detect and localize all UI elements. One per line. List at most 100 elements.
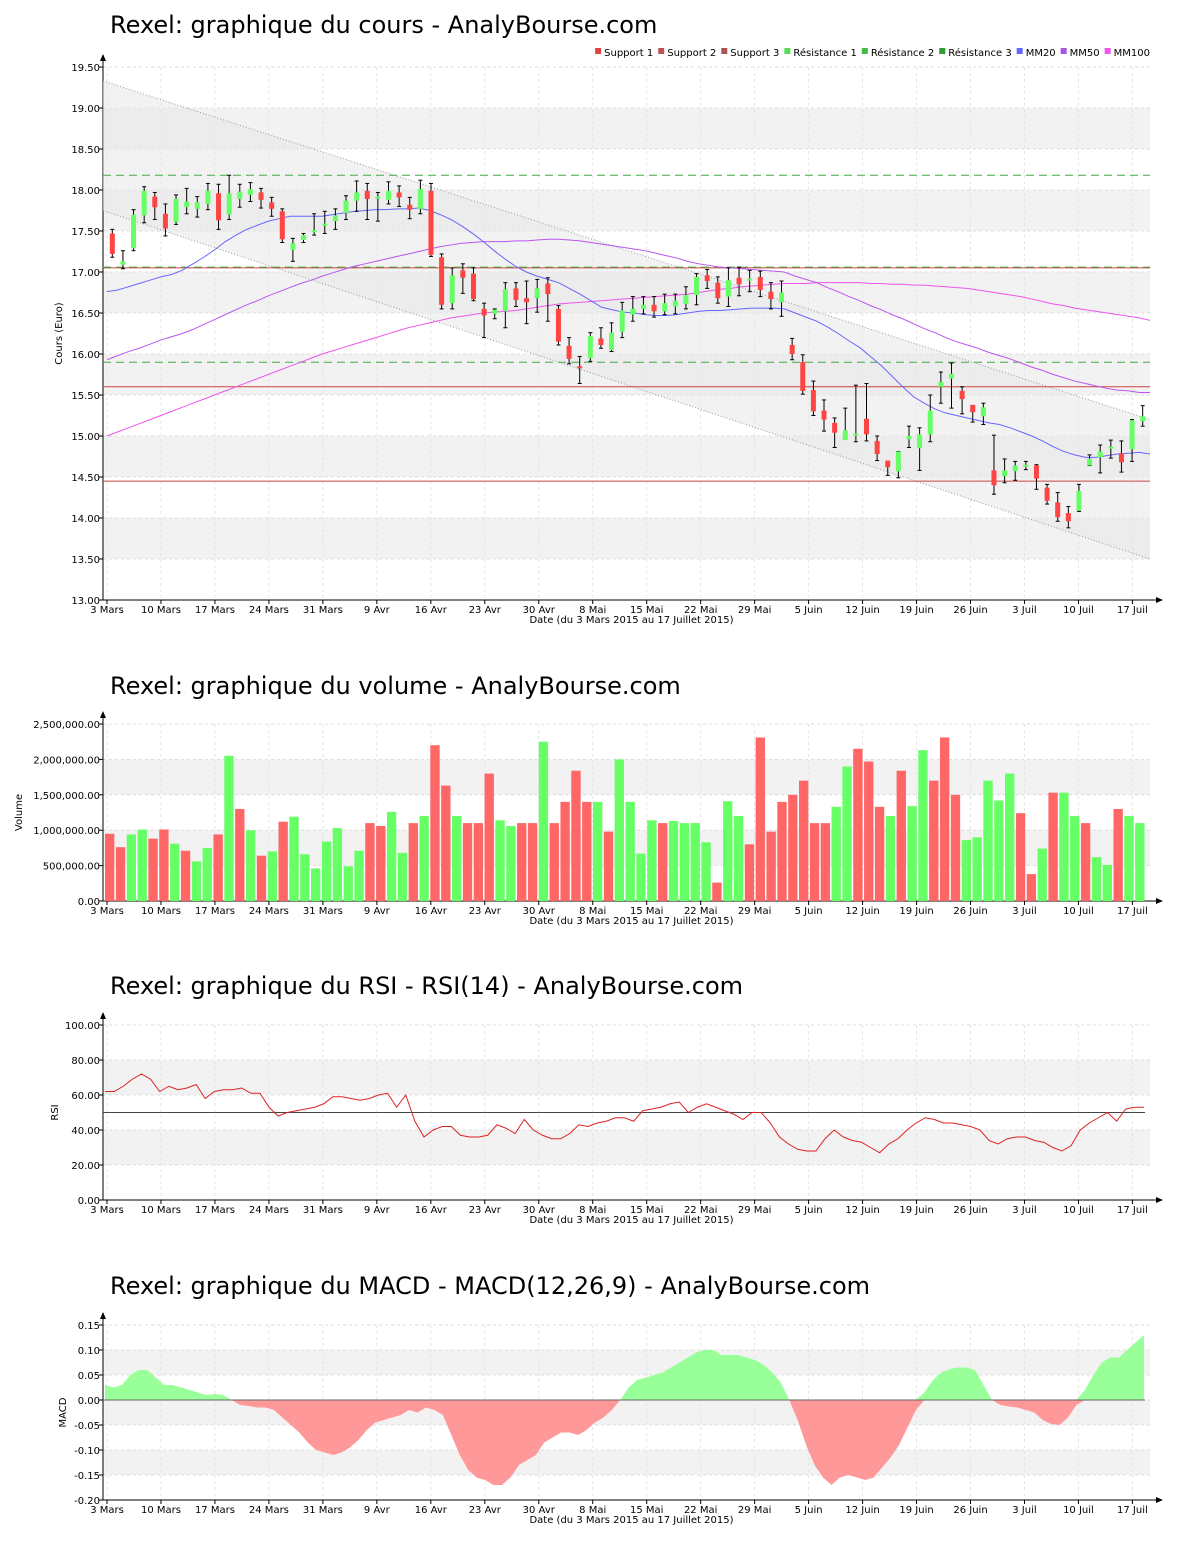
candle-body: [619, 310, 625, 332]
candle-body: [640, 304, 646, 309]
candle-body: [980, 407, 986, 417]
x-tick-label: 10 Juil: [1063, 1205, 1094, 1216]
candle-body: [725, 280, 731, 297]
candle-body: [534, 288, 540, 299]
x-tick-label: 12 Juin: [845, 906, 879, 917]
legend-swatch: [861, 48, 868, 54]
mm50-line: [106, 238, 1150, 394]
y-tick-label: 18.00: [71, 186, 100, 197]
y-tick-label: -0.15: [74, 1471, 100, 1482]
volume-bar: [289, 816, 299, 901]
y-tick-label: 19.50: [71, 63, 100, 74]
x-tick-label: 16 Avr: [415, 1205, 448, 1216]
price-chart: Rexel: graphique du cours - AnalyBourse.…: [54, 11, 1163, 626]
volume-bar: [1113, 808, 1123, 901]
candle-body: [1076, 490, 1082, 511]
x-tick-label: 26 Juin: [953, 1505, 987, 1516]
x-tick-label: 30 Avr: [523, 1205, 556, 1216]
candle-body: [609, 332, 615, 350]
rsi-chart: Rexel: graphique du RSI - RSI(14) - Anal…: [50, 972, 1163, 1226]
candle-body: [821, 410, 827, 420]
volume-bar: [180, 850, 191, 901]
y-axis-label: Volume: [14, 794, 25, 831]
volume-bar: [354, 850, 364, 901]
candle-body: [502, 289, 508, 312]
x-tick-label: 23 Avr: [469, 906, 502, 917]
x-tick-label: 15 Mai: [630, 906, 663, 917]
legend-swatch: [939, 48, 946, 54]
volume-bar: [918, 750, 928, 901]
x-tick-label: 9 Avr: [364, 906, 391, 917]
volume-bar: [755, 737, 765, 901]
volume-bar: [1048, 792, 1058, 901]
volume-bar: [148, 838, 158, 901]
x-tick-label: 17 Juil: [1117, 1505, 1148, 1516]
volume-bar: [1059, 792, 1069, 901]
candle-body: [927, 410, 933, 435]
candle-body: [757, 276, 763, 291]
chart-title: Rexel: graphique du cours - AnalyBourse.…: [110, 11, 657, 39]
x-tick-label: 17 Mars: [195, 605, 235, 616]
x-tick-label: 22 Mai: [684, 906, 717, 917]
x-tick-label: 17 Juil: [1117, 906, 1148, 917]
volume-bar: [126, 834, 137, 901]
y-tick-label: 17.50: [71, 227, 100, 238]
candle-body: [874, 440, 880, 455]
y-tick-label: 15.00: [71, 432, 100, 443]
y-axis-label: Cours (Euro): [54, 302, 65, 365]
x-tick-label: 16 Avr: [415, 1505, 448, 1516]
legend-label: MM50: [1070, 48, 1100, 59]
x-tick-label: 29 Mai: [738, 1205, 771, 1216]
legend-label: MM20: [1026, 48, 1056, 59]
x-tick-label: 5 Juin: [795, 1505, 823, 1516]
x-tick-label: 23 Avr: [469, 1205, 502, 1216]
x-tick-label: 16 Avr: [415, 605, 448, 616]
volume-bar: [885, 816, 896, 901]
x-axis-label: Date (du 3 Mars 2015 au 17 Juillet 2015): [529, 615, 733, 626]
y-tick-label: -0.10: [74, 1446, 100, 1457]
x-tick-label: 29 Mai: [738, 605, 771, 616]
candle-body: [1002, 470, 1008, 477]
x-tick-label: 19 Juin: [899, 1505, 933, 1516]
candle-body: [216, 193, 222, 221]
volume-bar: [245, 830, 256, 901]
y-tick-label: 16.00: [71, 350, 100, 361]
candle-body: [598, 338, 604, 345]
legend-label: Résistance 1: [793, 47, 856, 59]
volume-bar: [658, 823, 668, 901]
volume-bar: [256, 855, 267, 901]
candle-body: [566, 345, 572, 359]
legend-label: MM100: [1114, 48, 1150, 59]
legend-swatch: [1104, 48, 1111, 54]
y-tick-label: 500,000.00: [43, 862, 100, 873]
x-axis-arrow: [1156, 898, 1163, 904]
volume-bar: [159, 829, 169, 901]
x-tick-label: 22 Mai: [684, 1205, 717, 1216]
grid-band: [103, 1350, 1150, 1375]
candle-body: [194, 202, 200, 209]
volume-bar: [701, 842, 711, 901]
candle-body: [948, 373, 954, 379]
volume-bar: [560, 801, 570, 901]
grid-band: [103, 1450, 1150, 1475]
candle-body: [364, 190, 370, 200]
y-axis-arrow: [100, 711, 106, 718]
y-tick-label: 13.50: [71, 555, 100, 566]
y-axis-label: MACD: [58, 1397, 69, 1427]
volume-bar: [1070, 816, 1080, 901]
volume-bar: [1037, 848, 1047, 901]
volume-bar: [473, 823, 484, 901]
x-tick-label: 31 Mars: [303, 1505, 343, 1516]
trend-channel: [103, 80, 1150, 559]
volume-bar: [842, 766, 852, 901]
candle-body: [1012, 465, 1018, 472]
volume-bar: [517, 823, 527, 901]
y-tick-label: 2,000,000.00: [33, 755, 100, 766]
grid-band: [103, 1130, 1150, 1165]
candle-body: [1055, 502, 1061, 518]
y-tick-label: 1,000,000.00: [33, 826, 100, 837]
x-tick-label: 8 Mai: [579, 605, 606, 616]
x-tick-label: 3 Mars: [90, 1505, 124, 1516]
grid-band: [103, 1060, 1150, 1095]
x-axis-arrow: [1156, 1197, 1163, 1203]
